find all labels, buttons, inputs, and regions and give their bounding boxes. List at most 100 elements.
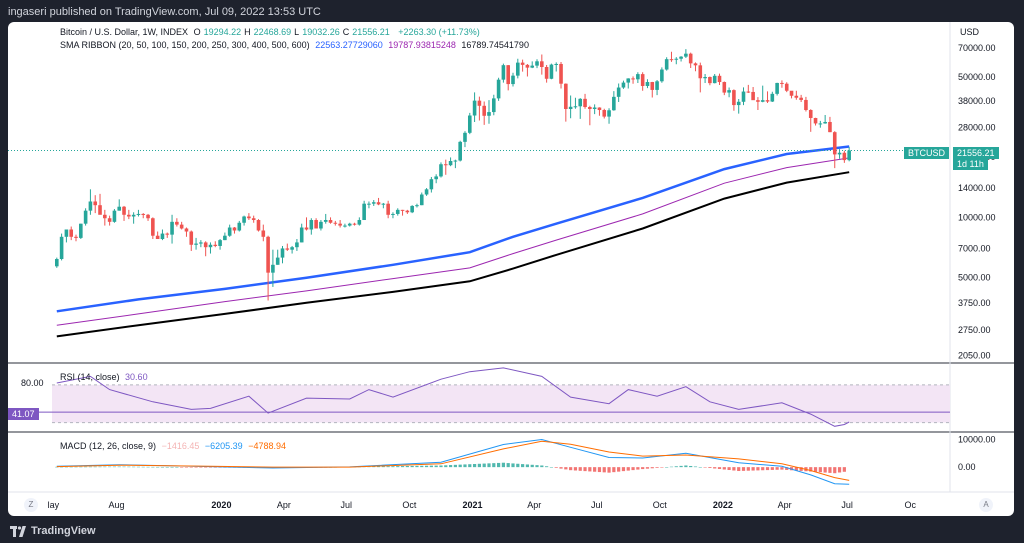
- candle-body: [295, 242, 299, 248]
- macd-histogram-bar: [381, 466, 385, 468]
- tradingview-logo[interactable]: TradingView: [10, 525, 96, 537]
- candle-body: [419, 194, 424, 206]
- macd-histogram-bar: [98, 466, 102, 468]
- candle-body: [266, 236, 270, 273]
- candle-body: [131, 214, 136, 217]
- macd-histogram-bar: [607, 467, 611, 473]
- candle-body: [770, 93, 775, 102]
- macd-histogram-bar: [64, 466, 69, 468]
- macd-histogram-bar: [170, 467, 174, 468]
- candle-body: [458, 141, 462, 161]
- macd-histogram-bar: [713, 467, 717, 469]
- candle-body: [381, 203, 386, 205]
- macd-histogram-bar: [626, 467, 630, 471]
- candle-body: [434, 176, 438, 180]
- ohlc-value-c: 21556.21: [352, 27, 390, 37]
- ohlc-key-c: C: [342, 27, 350, 37]
- candle-body: [655, 81, 659, 90]
- ohlc-values: O 19294.22 H 22468.69 L 19032.26 C 21556.21: [194, 27, 393, 37]
- candle-body: [516, 62, 520, 76]
- candle-body: [823, 121, 827, 124]
- price-change: +2263.30 (+11.73%): [398, 27, 480, 37]
- price-tick-label: 28000.00: [958, 123, 996, 133]
- macd-histogram-bar: [785, 467, 789, 470]
- candle-body: [746, 91, 751, 93]
- macd-histogram-bar: [660, 467, 664, 468]
- candle-body: [535, 61, 539, 66]
- candle-body: [703, 77, 707, 79]
- macd-histogram-bar: [151, 466, 155, 468]
- macd-histogram-bar: [506, 463, 510, 468]
- time-tick-label: Jul: [341, 500, 353, 510]
- macd-histogram-bar: [208, 467, 213, 468]
- candle-body: [698, 65, 703, 79]
- macd-histogram-bar: [165, 467, 169, 468]
- candle-body: [194, 243, 198, 245]
- candle-body: [828, 121, 832, 133]
- macd-hist-value: −1416.45: [161, 441, 200, 451]
- zoom-button[interactable]: Z: [24, 498, 38, 512]
- macd-line-value: −6205.39: [204, 441, 243, 451]
- chart-canvas[interactable]: 70000.0050000.0038000.0028000.0020000.00…: [8, 22, 1014, 516]
- macd-histogram-bar: [650, 467, 654, 469]
- macd-histogram-bar: [756, 467, 760, 471]
- macd-histogram-bar: [588, 467, 592, 472]
- candle-body: [842, 152, 847, 161]
- macd-histogram-bar: [593, 467, 597, 472]
- candle-body: [333, 222, 338, 224]
- sma-value-purple: 19787.93815248: [388, 40, 456, 50]
- candle-body: [199, 242, 203, 244]
- candle-body: [660, 69, 664, 82]
- macd-label: MACD (12, 26, close, 9): [60, 441, 157, 451]
- macd-histogram-bar: [540, 465, 544, 468]
- macd-histogram-bar: [727, 467, 731, 471]
- candle-body: [789, 90, 794, 96]
- macd-histogram-bar: [775, 467, 779, 470]
- sma-value-black: 16789.74541790: [461, 40, 529, 50]
- candle-body: [520, 62, 525, 65]
- macd-histogram-bar: [444, 465, 448, 468]
- chart-panel[interactable]: 70000.0050000.0038000.0028000.0020000.00…: [8, 22, 1014, 516]
- candle-body: [410, 205, 414, 213]
- candle-body: [280, 248, 285, 258]
- candle-body: [93, 201, 98, 206]
- macd-histogram-bar: [828, 467, 832, 473]
- macd-histogram-bar: [621, 467, 626, 472]
- macd-histogram-bar: [472, 463, 477, 468]
- candle-body: [328, 220, 333, 223]
- auto-scale-button[interactable]: A: [979, 498, 993, 512]
- macd-histogram-bar: [79, 466, 83, 468]
- macd-histogram-bar: [732, 467, 736, 471]
- candle-body: [424, 189, 429, 195]
- candle-body: [616, 87, 621, 97]
- last-price-badge: 21556.21: [953, 147, 999, 159]
- candle-body: [314, 220, 318, 229]
- macd-histogram-bar: [84, 466, 88, 468]
- candle-body: [247, 216, 251, 219]
- candle-body: [477, 100, 482, 106]
- macd-histogram-bar: [669, 466, 674, 468]
- macd-histogram-bar: [746, 467, 750, 471]
- candle-body: [780, 82, 784, 84]
- macd-histogram-bar: [213, 467, 217, 468]
- rsi-line: [56, 367, 850, 427]
- macd-histogram-bar: [674, 466, 678, 468]
- candle-body: [847, 150, 851, 161]
- candle-body: [79, 223, 83, 238]
- macd-histogram-bar: [376, 466, 381, 468]
- macd-histogram-bar: [482, 463, 486, 468]
- ohlc-key-h: H: [244, 27, 251, 37]
- candle-body: [765, 100, 770, 102]
- macd-histogram-bar: [146, 466, 150, 468]
- candle-body: [573, 106, 578, 108]
- macd-histogram-bar: [458, 464, 462, 468]
- price-tick-label: 70000.00: [958, 43, 996, 53]
- time-tick-label: Apr: [277, 500, 291, 510]
- candle-body: [429, 179, 434, 190]
- macd-histogram-bar: [837, 467, 842, 473]
- candle-body: [472, 100, 477, 116]
- candle-body: [794, 95, 799, 98]
- candle-body: [290, 247, 294, 250]
- macd-histogram-bar: [684, 465, 688, 468]
- candle-body: [564, 83, 568, 110]
